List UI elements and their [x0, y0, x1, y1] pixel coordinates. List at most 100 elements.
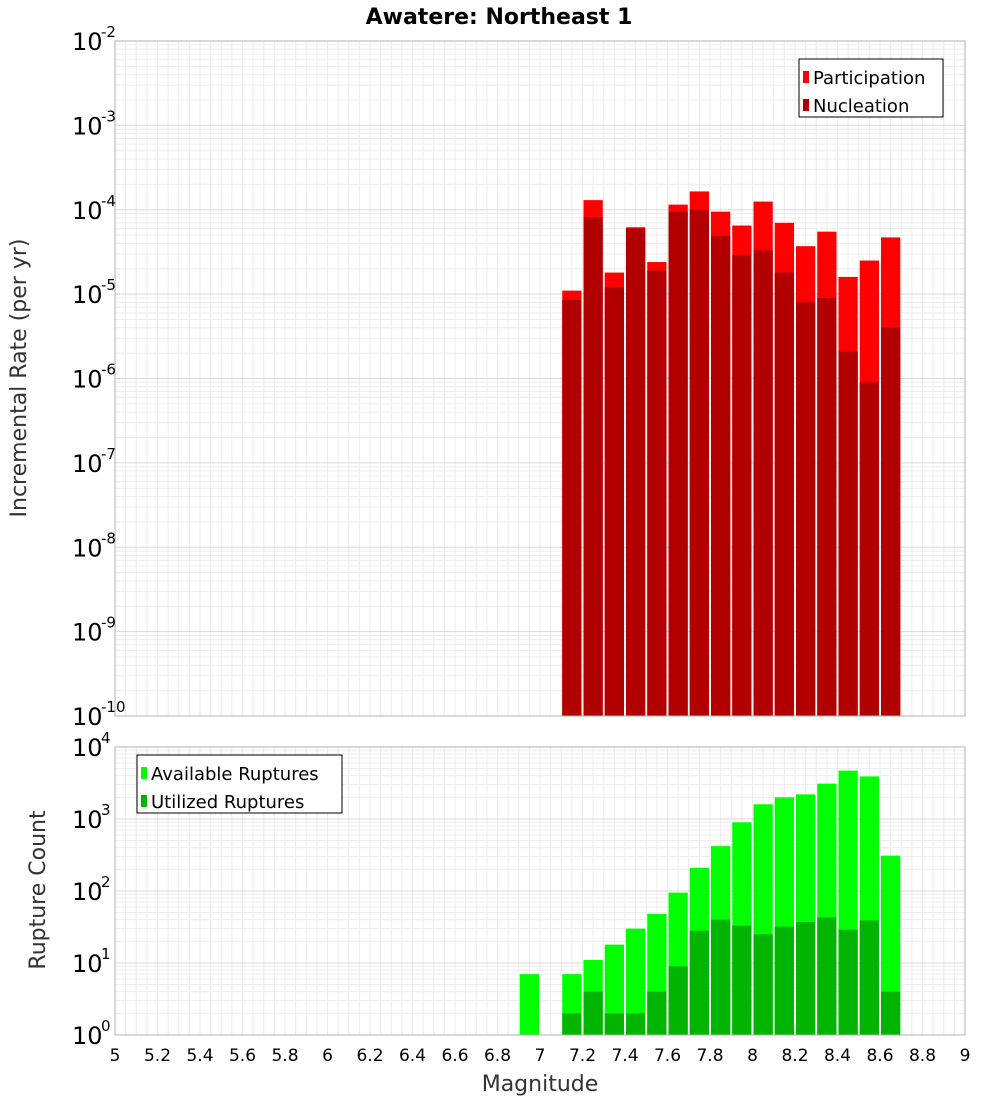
- top-y-tick-exponent: -4: [101, 192, 116, 210]
- bottom-y-tick-exponent: 2: [101, 873, 111, 891]
- top-y-tick-exponent: -7: [101, 445, 116, 463]
- bottom-y-tick-exponent: 1: [101, 945, 111, 963]
- top-y-tick-exponent: -5: [101, 276, 116, 294]
- bottom-bar-a-0: [519, 974, 539, 1035]
- top-bar-b-6: [689, 209, 709, 716]
- bottom-bar-a-3: [604, 944, 624, 1035]
- bottom-bar-b-6: [668, 966, 688, 1035]
- top-legend-label: Participation: [813, 68, 925, 89]
- bottom-y-tick-label: 10: [72, 734, 103, 762]
- top-y-tick-label: 10: [72, 450, 103, 478]
- x-tick-label: 5.6: [229, 1046, 256, 1066]
- x-tick-label: 6.6: [441, 1046, 468, 1066]
- top-y-tick-exponent: -6: [101, 361, 116, 379]
- bottom-bar-b-11: [774, 926, 794, 1035]
- top-bar-b-3: [626, 228, 646, 716]
- top-y-tick-label: 10: [72, 534, 103, 562]
- top-y-tick-label: 10: [72, 619, 103, 647]
- top-legend-swatch: [803, 99, 809, 111]
- bottom-legend-swatch: [141, 795, 147, 807]
- bottom-y-tick-exponent: 0: [101, 1017, 111, 1035]
- top-bar-b-15: [881, 327, 901, 716]
- bottom-bar-b-8: [711, 919, 731, 1035]
- top-y-tick-exponent: -10: [101, 698, 126, 716]
- top-bar-b-14: [859, 382, 879, 716]
- top-bar-b-10: [774, 272, 794, 716]
- top-y-tick-exponent: -8: [101, 529, 116, 547]
- x-tick-label: 6.2: [356, 1046, 383, 1066]
- x-tick-label: 5.4: [186, 1046, 213, 1066]
- x-tick-label: 7.4: [611, 1046, 638, 1066]
- x-tick-label: 6.4: [399, 1046, 426, 1066]
- top-bar-b-2: [604, 287, 624, 716]
- bottom-legend-label: Available Ruptures: [151, 764, 319, 785]
- top-legend-swatch: [803, 71, 809, 83]
- top-y-tick-label: 10: [72, 28, 103, 56]
- top-plot-grid: [114, 41, 966, 717]
- x-tick-label: 5: [110, 1046, 121, 1066]
- bottom-bar-b-5: [647, 991, 667, 1035]
- x-tick-label: 9: [960, 1046, 971, 1066]
- bottom-bar-b-15: [859, 920, 879, 1035]
- top-y-tick-label: 10: [72, 281, 103, 309]
- bottom-y-tick-exponent: 3: [101, 801, 111, 819]
- bottom-y-tick-label: 10: [72, 1022, 103, 1050]
- bottom-bar-b-12: [796, 922, 816, 1035]
- top-bar-b-13: [838, 351, 858, 716]
- x-tick-label: 7.8: [696, 1046, 723, 1066]
- chart-title: Awatere: Northeast 1: [366, 5, 633, 30]
- x-tick-labels: 5 5.2 5.4 5.6 5.8 6 6.2 6.4 6.6 6.8 7 7.2 7.4 7.6 7.8 8…: [110, 1046, 971, 1066]
- bottom-y-tick-exponent: 4: [101, 729, 111, 747]
- bottom-plot-frame: [114, 746, 966, 1036]
- x-tick-label: 5.2: [144, 1046, 171, 1066]
- bottom-bar-b-16: [881, 991, 901, 1035]
- x-tick-label: 7.6: [654, 1046, 681, 1066]
- bottom-legend-box: [136, 754, 343, 814]
- bottom-y-tick-label: 10: [72, 950, 103, 978]
- top-y-tick-exponent: -2: [101, 23, 116, 41]
- top-y-tick-label: 10: [72, 197, 103, 225]
- x-tick-label: 8: [747, 1046, 758, 1066]
- top-bar-b-12: [817, 297, 837, 716]
- bottom-legend-swatch: [141, 767, 147, 779]
- bottom-plot-bars: [519, 770, 901, 1035]
- top-legend-box: [798, 58, 944, 118]
- x-tick-label: 7: [535, 1046, 546, 1066]
- bottom-y-axis-label: Rupture Count: [26, 810, 51, 970]
- top-y-tick-label: 10: [72, 112, 103, 140]
- top-plot-bars: [562, 191, 901, 717]
- top-bar-b-1: [583, 217, 603, 716]
- x-tick-label: 6.8: [484, 1046, 511, 1066]
- bottom-bar-b-10: [753, 934, 773, 1035]
- bottom-y-tick-label: 10: [72, 878, 103, 906]
- bottom-bar-b-2: [583, 991, 603, 1035]
- x-tick-label: 8.4: [824, 1046, 851, 1066]
- bottom-bar-b-9: [732, 925, 752, 1035]
- x-tick-label: 8.8: [909, 1046, 936, 1066]
- top-bar-b-0: [562, 300, 582, 716]
- top-legend: Participation Nucleation: [798, 58, 944, 118]
- bottom-legend-label: Utilized Ruptures: [151, 792, 304, 813]
- top-bar-b-7: [711, 235, 731, 716]
- bottom-bar-b-4: [626, 1013, 646, 1035]
- bottom-bar-b-13: [817, 917, 837, 1035]
- x-tick-label: 6: [322, 1046, 333, 1066]
- bottom-y-tick-label: 10: [72, 806, 103, 834]
- top-y-axis-label: Incremental Rate (per yr): [7, 239, 32, 518]
- bottom-bar-b-3: [604, 1013, 624, 1035]
- bottom-legend: Available Ruptures Utilized Ruptures: [136, 754, 343, 814]
- bottom-bar-b-14: [838, 929, 858, 1035]
- top-bar-b-11: [796, 302, 816, 716]
- top-bar-b-8: [732, 255, 752, 716]
- x-tick-label: 8.2: [781, 1046, 808, 1066]
- x-tick-label: 8.6: [866, 1046, 893, 1066]
- top-y-tick-exponent: -9: [101, 614, 116, 632]
- top-bar-b-5: [668, 211, 688, 716]
- top-y-tick-label: 10: [72, 703, 103, 731]
- bottom-bar-a-16: [881, 855, 901, 1035]
- bottom-bar-b-7: [689, 930, 709, 1035]
- x-axis-label: Magnitude: [482, 1072, 599, 1097]
